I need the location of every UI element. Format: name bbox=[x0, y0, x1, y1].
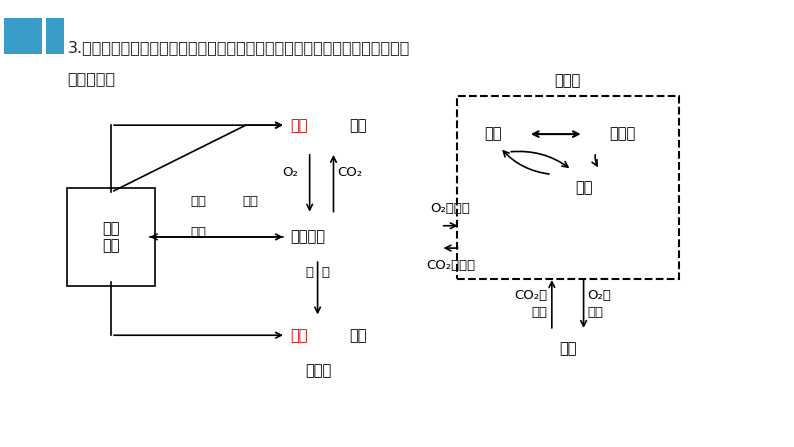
Text: 及皮肤: 及皮肤 bbox=[306, 363, 332, 379]
FancyBboxPatch shape bbox=[46, 18, 64, 54]
Text: 外界
环境: 外界 环境 bbox=[102, 221, 120, 253]
Text: 养料: 养料 bbox=[242, 194, 258, 208]
Text: 细胞: 细胞 bbox=[559, 341, 576, 356]
Text: 所示内容：: 所示内容： bbox=[67, 72, 116, 87]
Text: 养料: 养料 bbox=[588, 306, 603, 320]
Text: CO₂、废物: CO₂、废物 bbox=[426, 259, 475, 272]
Text: O₂: O₂ bbox=[282, 165, 298, 179]
FancyBboxPatch shape bbox=[457, 96, 679, 279]
Text: 系统: 系统 bbox=[349, 118, 367, 133]
Text: 呼吸: 呼吸 bbox=[290, 118, 307, 133]
Text: 内环境: 内环境 bbox=[554, 73, 581, 88]
Text: O₂、养料: O₂、养料 bbox=[430, 202, 471, 215]
Text: 组织液: 组织液 bbox=[609, 127, 635, 142]
Text: CO₂、: CO₂、 bbox=[515, 288, 548, 302]
Text: 泌尿: 泌尿 bbox=[290, 328, 307, 343]
Text: 3.内环境的作用：内环境是体内细胞与外界环境进行物质交换的媒介，完善下图: 3.内环境的作用：内环境是体内细胞与外界环境进行物质交换的媒介，完善下图 bbox=[67, 40, 410, 55]
Text: 淋巴: 淋巴 bbox=[575, 180, 592, 195]
FancyBboxPatch shape bbox=[67, 188, 155, 286]
Text: 系统: 系统 bbox=[349, 328, 367, 343]
Text: 循环系统: 循环系统 bbox=[290, 229, 325, 245]
Text: 系统: 系统 bbox=[191, 226, 206, 239]
Text: CO₂: CO₂ bbox=[337, 165, 363, 179]
Text: 废: 废 bbox=[306, 266, 314, 279]
Text: O₂、: O₂、 bbox=[588, 288, 611, 302]
Text: 血浆: 血浆 bbox=[484, 127, 502, 142]
Text: 废物: 废物 bbox=[532, 306, 548, 320]
Text: 物: 物 bbox=[322, 266, 330, 279]
Text: 消化: 消化 bbox=[191, 194, 206, 208]
FancyBboxPatch shape bbox=[4, 18, 42, 54]
